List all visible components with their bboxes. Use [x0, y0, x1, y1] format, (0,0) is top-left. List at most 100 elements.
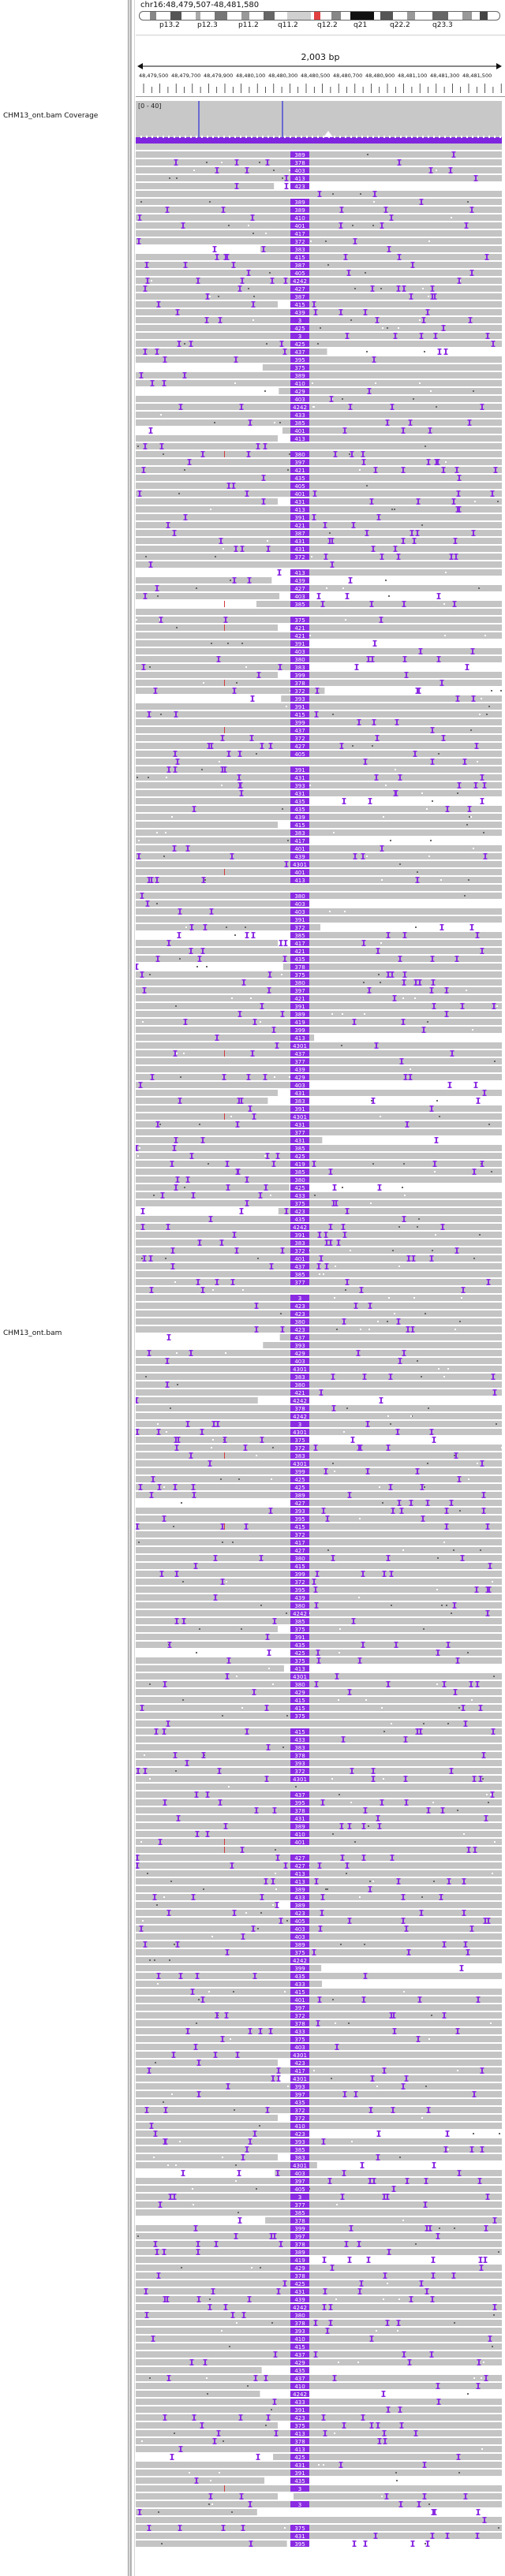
- small-insertion: [379, 1823, 380, 1829]
- insertion-block: 417: [290, 1539, 309, 1546]
- small-insertion-cap: [319, 1260, 324, 1262]
- insertion-size-label: 437: [294, 1335, 305, 1341]
- small-insertion-cap: [185, 2028, 190, 2030]
- coverage-gap: [339, 136, 341, 138]
- insertion-marker: [290, 1799, 309, 1806]
- small-insertion: [331, 538, 333, 544]
- insertion-marker: [290, 538, 309, 544]
- insertion-marker: [290, 829, 309, 836]
- small-insertion: [351, 451, 353, 457]
- insertion-marker: [290, 2186, 309, 2192]
- aligned-read: [136, 1121, 502, 1128]
- small-insertion-cap: [354, 2096, 358, 2097]
- small-insertion: [209, 2304, 211, 2310]
- mismatch-dot: [180, 1076, 181, 1078]
- small-insertion: [330, 2304, 331, 2310]
- small-insertion: [465, 1941, 466, 1948]
- small-insertion-cap: [328, 2324, 333, 2326]
- aligned-read: [294, 2422, 502, 2429]
- insertion-marker: [290, 1153, 309, 1159]
- small-insertion-cap: [409, 293, 413, 295]
- insertion-block: 415: [290, 1563, 309, 1570]
- aligned-read: [136, 554, 502, 560]
- insertion-block: 372: [290, 924, 309, 931]
- insertion-marker: [290, 2359, 309, 2365]
- aligned-read: [136, 806, 502, 812]
- small-insertion-cap: [319, 1389, 324, 1391]
- small-insertion: [201, 2422, 203, 2429]
- ruler-tick-label: 48,480,100: [236, 73, 266, 79]
- small-insertion-cap: [185, 2033, 190, 2034]
- insertion-marker: [290, 1137, 309, 1143]
- small-insertion: [158, 1429, 159, 1435]
- small-insertion: [387, 2194, 388, 2200]
- small-insertion-cap: [454, 1247, 459, 1249]
- mismatch-dot: [331, 2078, 332, 2079]
- aligned-read: [136, 1176, 502, 1183]
- small-insertion-cap: [264, 2375, 268, 2377]
- small-insertion-cap: [428, 2225, 432, 2227]
- small-insertion-cap: [172, 1150, 177, 1151]
- small-insertion-cap: [263, 448, 267, 449]
- mismatch-dot: [176, 177, 178, 179]
- insertion-block: 4301: [290, 2075, 309, 2082]
- insertion-size-label: 4242: [293, 1414, 307, 1420]
- small-insertion-cap: [175, 759, 180, 760]
- coverage-track[interactable]: [0 - 40]: [136, 101, 502, 150]
- aligned-read: [136, 1823, 502, 1829]
- small-insertion-cap: [272, 1618, 277, 1620]
- small-insertion: [285, 940, 286, 946]
- small-insertion-cap: [205, 298, 210, 300]
- small-insertion: [199, 1240, 200, 1246]
- small-insertion-cap: [468, 317, 473, 319]
- small-insertion-cap: [389, 214, 394, 216]
- small-insertion: [245, 1445, 246, 1451]
- small-insertion: [234, 577, 235, 583]
- aligned-read: [136, 522, 502, 528]
- small-insertion-cap: [430, 2533, 435, 2534]
- insertion-size-label: 425: [294, 326, 305, 332]
- mismatch-dot: [159, 390, 160, 392]
- insertion-size-label: 383: [294, 1374, 305, 1381]
- small-insertion-cap: [478, 1780, 483, 1782]
- small-insertion-cap: [418, 1728, 423, 1730]
- small-insertion-cap: [465, 669, 469, 670]
- insertion-marker: [290, 1689, 309, 1695]
- small-insertion-cap: [189, 1153, 194, 1154]
- small-insertion-cap: [190, 1989, 195, 1990]
- aligned-read: [136, 1113, 502, 1120]
- small-insertion-cap: [276, 2288, 281, 2290]
- small-insertion-cap: [200, 2427, 204, 2429]
- alignment-track[interactable]: 389 378 403 413 423 389 389 410 401 417 372 383 415 3…: [136, 150, 502, 2576]
- small-insertion-cap: [492, 1394, 497, 1396]
- insertion-block: 417: [290, 2067, 309, 2075]
- chromosome-ideogram[interactable]: [139, 11, 500, 21]
- insertion-marker: [290, 2343, 309, 2350]
- small-insertion-cap: [456, 495, 461, 497]
- insertion-size-label: 431: [294, 775, 305, 781]
- small-insertion-cap: [462, 1910, 466, 1911]
- small-insertion-cap: [190, 1993, 195, 1995]
- panel-divider[interactable]: [129, 0, 132, 2576]
- small-insertion-cap: [321, 2414, 326, 2416]
- coverage-gap: [279, 136, 280, 138]
- small-insertion-cap: [155, 349, 159, 350]
- small-insertion-cap: [372, 2183, 376, 2184]
- small-insertion: [332, 1555, 334, 1561]
- small-insertion: [487, 333, 488, 339]
- small-insertion-cap: [340, 2198, 345, 2200]
- small-insertion-cap: [312, 1165, 316, 1167]
- mismatch-dot: [153, 2157, 155, 2158]
- insertion-block: 410: [290, 380, 309, 387]
- small-insertion-cap: [376, 1820, 380, 1821]
- mismatch-dot: [223, 2440, 224, 2442]
- small-insertion-cap: [203, 929, 208, 930]
- small-insertion-cap: [431, 2509, 436, 2511]
- coverage-track-name[interactable]: CHM13_ont.bam Coverage: [3, 112, 99, 120]
- small-insertion: [331, 396, 332, 402]
- small-insertion-cap: [457, 475, 462, 476]
- small-insertion-cap: [351, 1623, 356, 1624]
- aligned-read: [265, 2217, 502, 2224]
- alignment-track-name[interactable]: CHM13_ont.bam: [3, 1329, 62, 1337]
- aligned-read: [136, 2336, 502, 2342]
